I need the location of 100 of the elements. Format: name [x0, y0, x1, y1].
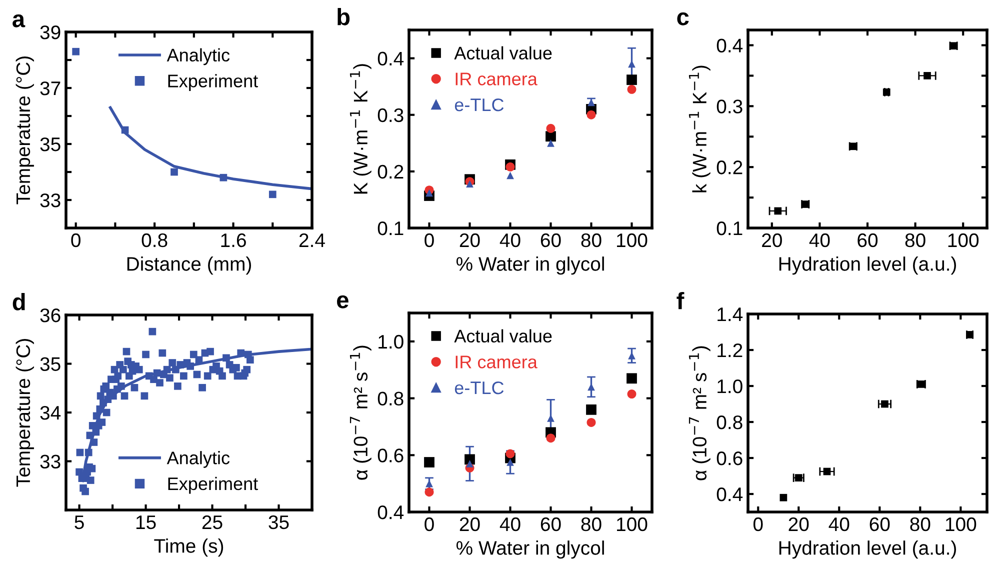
- legend-label: e-TLC: [454, 381, 504, 394]
- x-tick-label: 0: [71, 233, 80, 248]
- point: [466, 460, 474, 468]
- x-tick-label: 0: [753, 517, 763, 532]
- chart-title: f: [676, 292, 684, 310]
- point: [774, 207, 782, 215]
- legend-label: IR camera: [456, 356, 538, 368]
- x-tick-label: 25: [202, 515, 222, 530]
- x-tick-label: 60: [858, 233, 878, 248]
- point: [72, 48, 80, 56]
- point: [506, 162, 515, 172]
- x-tick-label: 0: [424, 517, 434, 532]
- point: [627, 84, 636, 94]
- x-tick-label: 80: [581, 233, 602, 248]
- y-axis-title: α (10$^{−7}$ m² s$^{−1}$): [350, 346, 372, 480]
- chart-title: d: [12, 292, 25, 310]
- x-tick-label: 100: [946, 517, 976, 532]
- point: [547, 139, 554, 147]
- point: [424, 488, 434, 497]
- point: [627, 390, 636, 399]
- y-tick-label: 35: [40, 137, 60, 152]
- y-tick-label: 0.8: [716, 415, 742, 430]
- y-tick-label: 0.4: [378, 52, 404, 66]
- x-tick-label: 100: [617, 517, 648, 532]
- legend-label: Analytic: [166, 451, 230, 468]
- point: [780, 494, 788, 502]
- point: [546, 131, 556, 142]
- point: [924, 72, 931, 80]
- y-tick-label: 0.6: [716, 451, 742, 466]
- y-tick-label: 0.3: [716, 100, 742, 114]
- x-tick-label: 60: [540, 233, 561, 248]
- x-tick-label: 40: [809, 233, 830, 248]
- x-tick-label: 100: [948, 233, 979, 248]
- y-tick-label: 0.4: [716, 487, 743, 502]
- line-series: [108, 106, 312, 190]
- point: [881, 400, 888, 408]
- y-tick-label: 33: [40, 454, 60, 468]
- point: [426, 189, 433, 197]
- y-tick-label: 0.1: [716, 221, 742, 236]
- point: [586, 110, 596, 120]
- y-tick-label: 0.4: [378, 505, 404, 520]
- x-axis-title: Hydration level (a.u.): [779, 256, 956, 275]
- x-tick-label: 20: [460, 517, 480, 532]
- legend-label: Experiment: [168, 74, 258, 91]
- x-tick-label: 2.4: [299, 233, 325, 247]
- y-axis-title: k (W·m$^{−1}$ K$^{−1}$): [688, 66, 710, 192]
- point: [268, 190, 276, 198]
- y-axis-title: Temperature (°C): [16, 339, 34, 487]
- legend-label: Actual value: [454, 329, 552, 343]
- point: [466, 180, 474, 188]
- x-tick-label: 15: [136, 516, 156, 530]
- point: [586, 418, 596, 427]
- point: [506, 458, 514, 466]
- x-tick-label: 60: [870, 517, 890, 532]
- point: [626, 74, 637, 85]
- y-tick-label: 0.3: [378, 108, 404, 122]
- x-axis-title: Hydration level (a.u.): [779, 540, 956, 559]
- y-tick-label: 0.4: [716, 38, 743, 52]
- point: [506, 449, 515, 458]
- x-tick-label: 5: [74, 516, 84, 530]
- y-tick-label: 1.0: [378, 334, 404, 349]
- y-tick-label: 34: [40, 406, 61, 420]
- point: [424, 457, 434, 468]
- y-tick-label: 0.1: [378, 221, 404, 236]
- y-tick-label: 0.2: [378, 164, 404, 179]
- y-tick-label: 0.8: [378, 392, 404, 406]
- y-tick-label: 1.4: [718, 308, 743, 322]
- y-tick-label: 0.2: [716, 160, 742, 174]
- x-axis-title: Distance (mm): [127, 256, 251, 275]
- y-axis-title: K (W·m$^{−1}$ K$^{−1}$): [350, 64, 372, 194]
- point: [220, 174, 228, 182]
- y-tick-label: 39: [40, 25, 60, 40]
- x-tick-label: 0.8: [142, 233, 168, 248]
- point: [546, 124, 556, 133]
- chart-title: c: [677, 12, 689, 26]
- legend-label: e-TLC: [454, 98, 504, 112]
- point: [546, 434, 556, 443]
- y-tick-label: 1.0: [718, 379, 742, 394]
- chart-title: e: [337, 295, 348, 308]
- y-axis-title: Temperature (°C): [16, 56, 34, 204]
- x-tick-label: 80: [581, 517, 602, 532]
- y-tick-label: 33: [40, 193, 60, 208]
- x-axis-title: % Water in glycol: [456, 256, 604, 275]
- legend-label: Experiment: [168, 476, 258, 494]
- x-tick-label: 80: [905, 233, 926, 248]
- chart-title: a: [12, 14, 26, 28]
- x-tick-label: 60: [540, 517, 561, 532]
- x-tick-label: 20: [762, 233, 782, 248]
- point: [121, 126, 129, 134]
- x-tick-label: 40: [500, 517, 520, 532]
- point: [586, 404, 596, 415]
- y-tick-label: 1.2: [718, 343, 742, 358]
- x-tick-label: 40: [500, 233, 520, 248]
- x-axis-title: Time (s): [154, 538, 224, 557]
- x-tick-label: 100: [617, 233, 648, 248]
- chart-title: b: [338, 8, 350, 26]
- x-tick-label: 0: [424, 233, 434, 248]
- point: [506, 172, 514, 180]
- y-tick-label: 37: [40, 81, 60, 96]
- point: [464, 454, 475, 465]
